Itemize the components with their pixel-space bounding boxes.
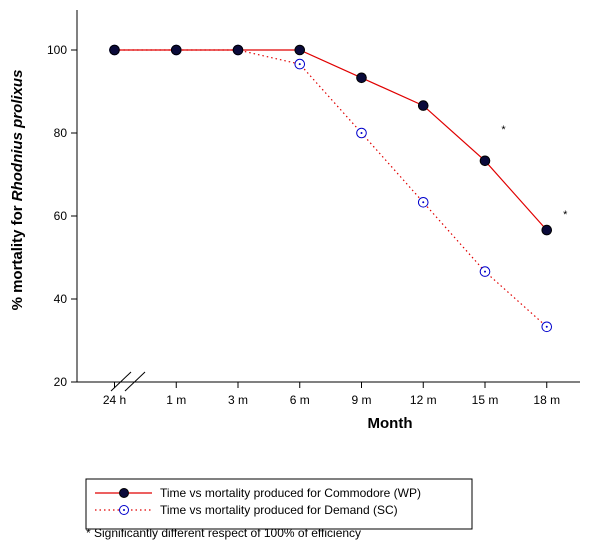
series-layer: [109, 44, 553, 333]
data-point: [479, 155, 491, 167]
y-axis-title-prefix: % mortality for: [9, 201, 26, 310]
x-tick-label: 1 m: [166, 393, 186, 407]
legend-label-demand: Time vs mortality produced for Demand (S…: [160, 503, 398, 517]
legend: Time vs mortality produced for Commodore…: [85, 478, 473, 530]
data-point-center: [484, 270, 486, 273]
data-point: [109, 44, 120, 56]
y-tick-label: 80: [54, 126, 68, 140]
x-axis-title: Month: [368, 415, 413, 432]
x-tick-label: 15 m: [472, 393, 499, 407]
data-point: [417, 100, 429, 111]
data-point: [170, 44, 182, 56]
significance-star: *: [563, 209, 568, 221]
data-point: [541, 224, 553, 236]
data-point-center: [422, 201, 425, 204]
y-axis-title-species: Rhodnius prolixus: [9, 70, 26, 202]
y-tick-label: 40: [54, 292, 68, 306]
x-ticks: 24 h 1 m 3 m 6 m 9 m 12 m 15 m 18 m: [103, 382, 560, 407]
y-ticks: 20 40 60 80 100: [47, 43, 77, 389]
x-tick-label: 24 h: [103, 393, 126, 407]
x-tick-label: 18 m: [533, 393, 560, 407]
y-axis-title: % mortality for Rhodnius prolixus: [9, 70, 26, 311]
axes: [76, 10, 580, 392]
series-demand: [109, 44, 553, 333]
data-point: [356, 72, 367, 84]
legend-entry-demand: Time vs mortality produced for Demand (S…: [95, 503, 398, 517]
data-point: [232, 44, 244, 56]
legend-label-commodore: Time vs mortality produced for Commodore…: [160, 486, 421, 500]
data-point-center: [545, 325, 548, 328]
significance-star: *: [501, 124, 506, 136]
x-tick-label: 6 m: [290, 393, 310, 407]
series-line: [114, 49, 548, 231]
x-tick-label: 3 m: [228, 393, 248, 407]
significance-footnote: * Significantly different respect of 100…: [86, 526, 361, 540]
series-line: [114, 49, 548, 328]
y-tick-label: 60: [54, 209, 68, 223]
legend-entry-commodore: Time vs mortality produced for Commodore…: [95, 486, 421, 500]
x-tick-label: 12 m: [410, 393, 437, 407]
y-tick-label: 100: [47, 43, 67, 57]
data-point: [294, 44, 306, 56]
series-commodore: [109, 44, 553, 236]
data-point-center: [298, 63, 301, 66]
y-tick-label: 20: [54, 375, 68, 389]
significance-marks: ******: [501, 124, 568, 221]
x-tick-label: 9 m: [351, 393, 371, 407]
data-point-center: [360, 132, 363, 134]
legend-box: [85, 478, 473, 530]
